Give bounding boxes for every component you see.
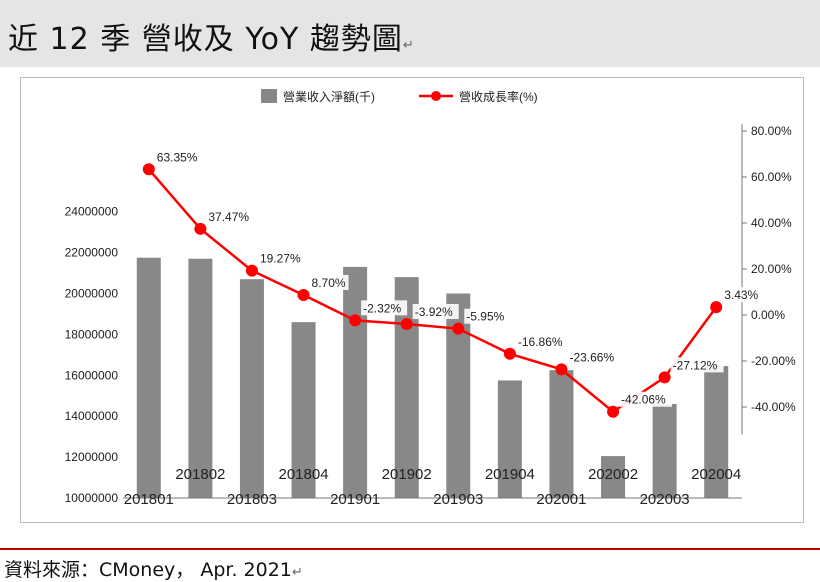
revenue-bar — [601, 456, 626, 498]
revenue-bar — [704, 366, 729, 498]
source-paragraph-mark: ↵ — [291, 565, 303, 580]
revenue-bar — [188, 258, 213, 498]
x-axis-tick-label: 202002 — [588, 466, 638, 483]
revenue-bar — [291, 322, 316, 498]
data-label-bg — [619, 391, 673, 407]
data-label-bg — [464, 308, 511, 324]
growth-rate-point — [245, 264, 258, 277]
source-label: 資料來源： — [4, 559, 100, 581]
data-label-bg — [309, 274, 349, 290]
legend-bar-swatch — [261, 89, 277, 103]
x-axis-tick-label: 201902 — [382, 466, 432, 483]
source-text: CMoney， Apr. 2021 — [99, 559, 292, 581]
growth-rate-point — [452, 322, 465, 335]
data-label-bg — [361, 300, 408, 316]
revenue-bar — [136, 257, 161, 498]
data-label: -3.92% — [415, 305, 453, 319]
growth-rate-point — [658, 371, 671, 384]
revenue-bar — [549, 370, 574, 498]
data-label: -2.32% — [363, 301, 401, 315]
revenue-yoy-chart: 營業收入淨額(千) 營收成長率(%) 10000000 12000000 140000… — [65, 89, 796, 508]
left-axis-tick-label: 22000000 — [65, 246, 119, 260]
bar-series — [136, 257, 729, 498]
growth-rate-point — [297, 288, 310, 301]
data-label-bg — [670, 357, 724, 373]
x-axis-tick-label: 201804 — [279, 466, 329, 483]
right-axis-tick-label: 0.00% — [751, 308, 785, 322]
x-axis-tick-label: 202004 — [691, 466, 741, 483]
data-label: 19.27% — [260, 252, 301, 266]
right-axis-tick-label: -20.00% — [751, 354, 796, 368]
right-axis: -40.00% -20.00% 0.00% 20.00% 40.00% 60.00% 80.… — [741, 124, 796, 435]
page-title-text: 近 12 季 營收及 YoY 趨勢圖 — [8, 22, 403, 57]
footer-rule — [0, 548, 820, 550]
x-axis: 2018012018022018032018042019012019022019… — [123, 466, 742, 508]
left-axis-tick-label: 18000000 — [65, 327, 119, 341]
data-label-bg — [567, 349, 621, 365]
right-axis-tick-label: 20.00% — [751, 262, 792, 276]
data-labels: 63.35% 37.47% 19.27% 8.70% -2.32% -3.92% -5.95… — [154, 149, 762, 407]
data-label: -16.86% — [518, 335, 563, 349]
left-axis-tick-label: 14000000 — [65, 409, 119, 423]
growth-rate-point — [503, 347, 516, 360]
title-bar — [0, 0, 820, 67]
right-axis-tick-label: 60.00% — [751, 170, 792, 184]
data-label: -42.06% — [621, 393, 666, 407]
right-axis-tick-label: -40.00% — [751, 400, 796, 414]
data-label: -27.12% — [673, 358, 718, 372]
data-label-bg — [722, 287, 762, 303]
data-label: 37.47% — [208, 210, 249, 224]
revenue-bar — [239, 279, 264, 498]
legend-bar-label: 營業收入淨額(千) — [283, 90, 375, 104]
revenue-bar — [652, 403, 677, 498]
growth-rate-point — [400, 318, 413, 331]
data-label-bg — [412, 304, 459, 320]
data-label-bg — [257, 250, 304, 266]
chart-frame: 營業收入淨額(千) 營收成長率(%) 10000000 12000000 140000… — [20, 77, 804, 523]
growth-rate-point — [710, 301, 723, 314]
revenue-bar — [497, 380, 522, 498]
page-title: 近 12 季 營收及 YoY 趨勢圖↵ — [8, 14, 415, 58]
growth-rate-point — [349, 314, 362, 327]
data-label: 8.70% — [312, 276, 346, 290]
left-axis-tick-label: 12000000 — [65, 450, 119, 464]
growth-rate-point — [142, 163, 155, 176]
growth-rate-point — [194, 222, 207, 235]
x-axis-tick-label: 201904 — [485, 466, 535, 483]
legend-line-label: 營收成長率(%) — [459, 89, 538, 104]
paragraph-mark: ↵ — [402, 38, 415, 53]
left-axis-tick-label: 24000000 — [65, 205, 119, 219]
left-axis: 10000000 12000000 14000000 16000000 18000000… — [65, 205, 119, 505]
x-axis-tick-label: 201802 — [175, 466, 225, 483]
x-axis-tick-label: 202001 — [536, 491, 586, 508]
left-axis-tick-label: 20000000 — [65, 287, 119, 301]
data-label: -5.95% — [466, 310, 504, 324]
data-label-bg — [154, 149, 201, 165]
growth-rate-point — [607, 405, 620, 418]
data-label: 3.43% — [724, 288, 758, 302]
line-series — [142, 163, 723, 418]
growth-rate-point — [555, 363, 568, 376]
chart-legend: 營業收入淨額(千) 營收成長率(%) — [261, 89, 538, 104]
data-label: -23.66% — [569, 350, 614, 364]
x-axis-tick-label: 201803 — [227, 491, 277, 508]
data-label: 63.35% — [157, 150, 198, 164]
left-axis-tick-label: 10000000 — [65, 491, 119, 505]
x-axis-tick-label: 201801 — [124, 491, 174, 508]
x-axis-tick-label: 201901 — [330, 491, 380, 508]
right-axis-tick-label: 80.00% — [751, 124, 792, 138]
data-label-bg — [206, 208, 253, 224]
left-axis-tick-label: 16000000 — [65, 368, 119, 382]
x-axis-tick-label: 202003 — [640, 491, 690, 508]
x-axis-tick-label: 201903 — [433, 491, 483, 508]
source-note: 資料來源：CMoney， Apr. 2021↵ — [4, 555, 303, 582]
legend-line-marker — [431, 91, 441, 101]
growth-rate-line — [147, 168, 718, 414]
right-axis-tick-label: 40.00% — [751, 216, 792, 230]
data-label-bg — [515, 333, 569, 349]
